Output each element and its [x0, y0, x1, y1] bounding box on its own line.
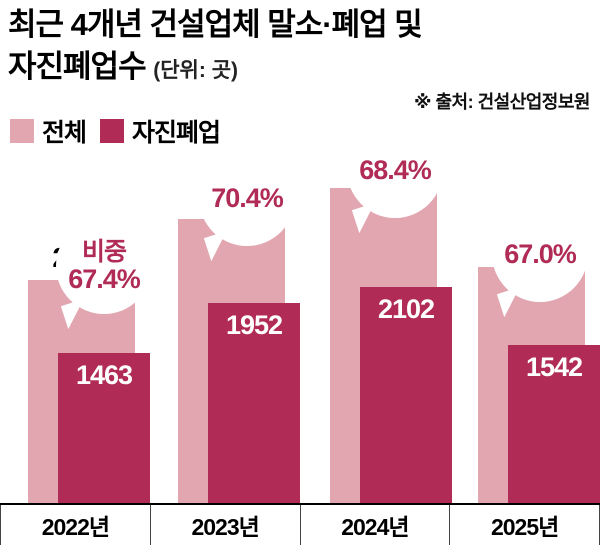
ratio-prefix: 비중 [81, 237, 127, 266]
year-label-2022: 2022년 [0, 505, 151, 545]
voluntary-value-label: 1542 [525, 352, 583, 382]
voluntary-bar: 1542 [508, 345, 600, 503]
x-axis-labels: 2022년 2023년 2024년 2025년 [0, 505, 600, 545]
bar-group-2024: 3072 2102 68.4% [330, 0, 480, 503]
ratio-callout: 70.4% [199, 150, 295, 246]
ratio-callout: 비중 67.4% [56, 218, 152, 314]
legend-label-total: 전체 [42, 119, 87, 147]
legend-swatch-voluntary [100, 119, 125, 143]
bar-group-2022: 2171 1463 비중 67.4% [28, 0, 178, 503]
legend-swatch-total [10, 119, 34, 143]
legend-item-voluntary: 자진폐업 [100, 113, 221, 149]
ratio-value: 70.4% [211, 182, 284, 213]
year-label-2023: 2023년 [151, 505, 301, 545]
ratio-value: 68.4% [359, 154, 432, 185]
ratio-callout: 68.4% [347, 122, 443, 218]
ratio-value: 67.0% [504, 238, 577, 269]
voluntary-bar: 2102 [360, 287, 452, 503]
ratio-value: 67.4% [68, 263, 141, 294]
bar-group-2023: 2771 1952 70.4% [178, 0, 328, 503]
chart-title-line1: 최근 4개년 건설업체 말소·폐업 및 [8, 7, 423, 42]
source-label: ※ 출처: 건설산업정보원 [413, 92, 591, 112]
chart-title-line2: 자진폐업수 (단위: 곳) [8, 48, 239, 84]
voluntary-bar: 1463 [58, 353, 150, 503]
year-label-2025: 2025년 [450, 505, 600, 545]
legend-item-total: 전체 [10, 113, 87, 149]
ratio-callout: 67.0% [492, 206, 588, 302]
voluntary-value-label: 1952 [225, 310, 283, 340]
chart-unit-label: (단위: 곳) [153, 58, 239, 82]
legend: 전체 자진폐업 [10, 113, 221, 149]
voluntary-value-label: 1463 [75, 360, 133, 390]
year-label-2024: 2024년 [301, 505, 451, 545]
bar-group-2025: 2301 1542 67.0% [478, 0, 600, 503]
legend-label-voluntary: 자진폐업 [132, 119, 221, 147]
voluntary-value-label: 2102 [377, 294, 435, 324]
x-axis-line [0, 503, 600, 505]
voluntary-bar: 1952 [208, 303, 300, 503]
chart-title: 최근 4개년 건설업체 말소·폐업 및 자진폐업수 (단위: 곳) [8, 4, 423, 88]
